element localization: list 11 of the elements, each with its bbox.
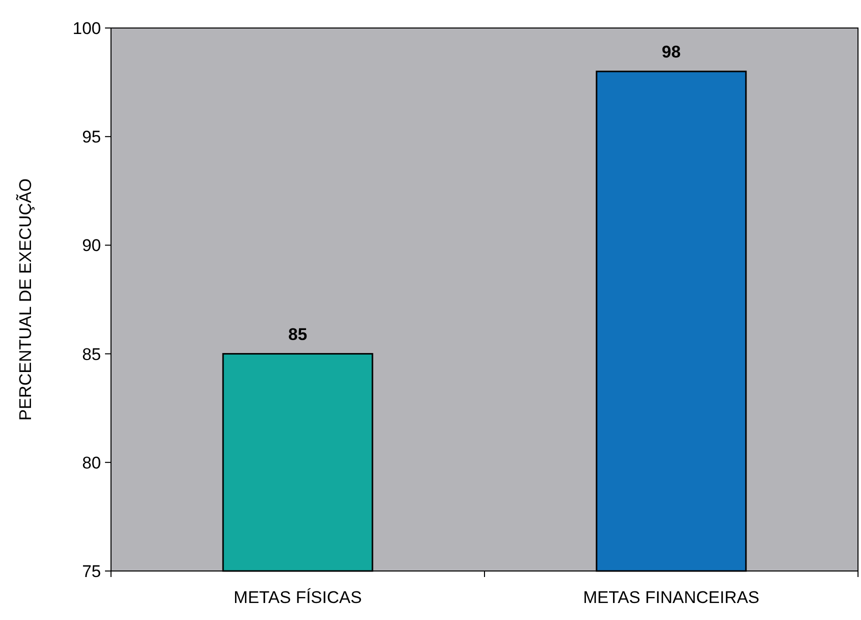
y-tick-label: 100: [72, 18, 101, 38]
y-tick-label: 80: [82, 453, 101, 472]
y-tick-label: 90: [82, 236, 101, 256]
x-tick-label: METAS FÍSICAS: [234, 588, 362, 607]
data-label: 85: [288, 324, 308, 344]
y-tick-label: 75: [82, 562, 101, 581]
y-axis-title: PERCENTUAL DE EXECUÇÃO: [16, 178, 35, 421]
y-tick-label: 95: [82, 128, 101, 147]
data-label: 98: [662, 42, 681, 62]
y-tick-label: 85: [82, 344, 101, 364]
x-tick-label: METAS FINANCEIRAS: [583, 588, 760, 607]
